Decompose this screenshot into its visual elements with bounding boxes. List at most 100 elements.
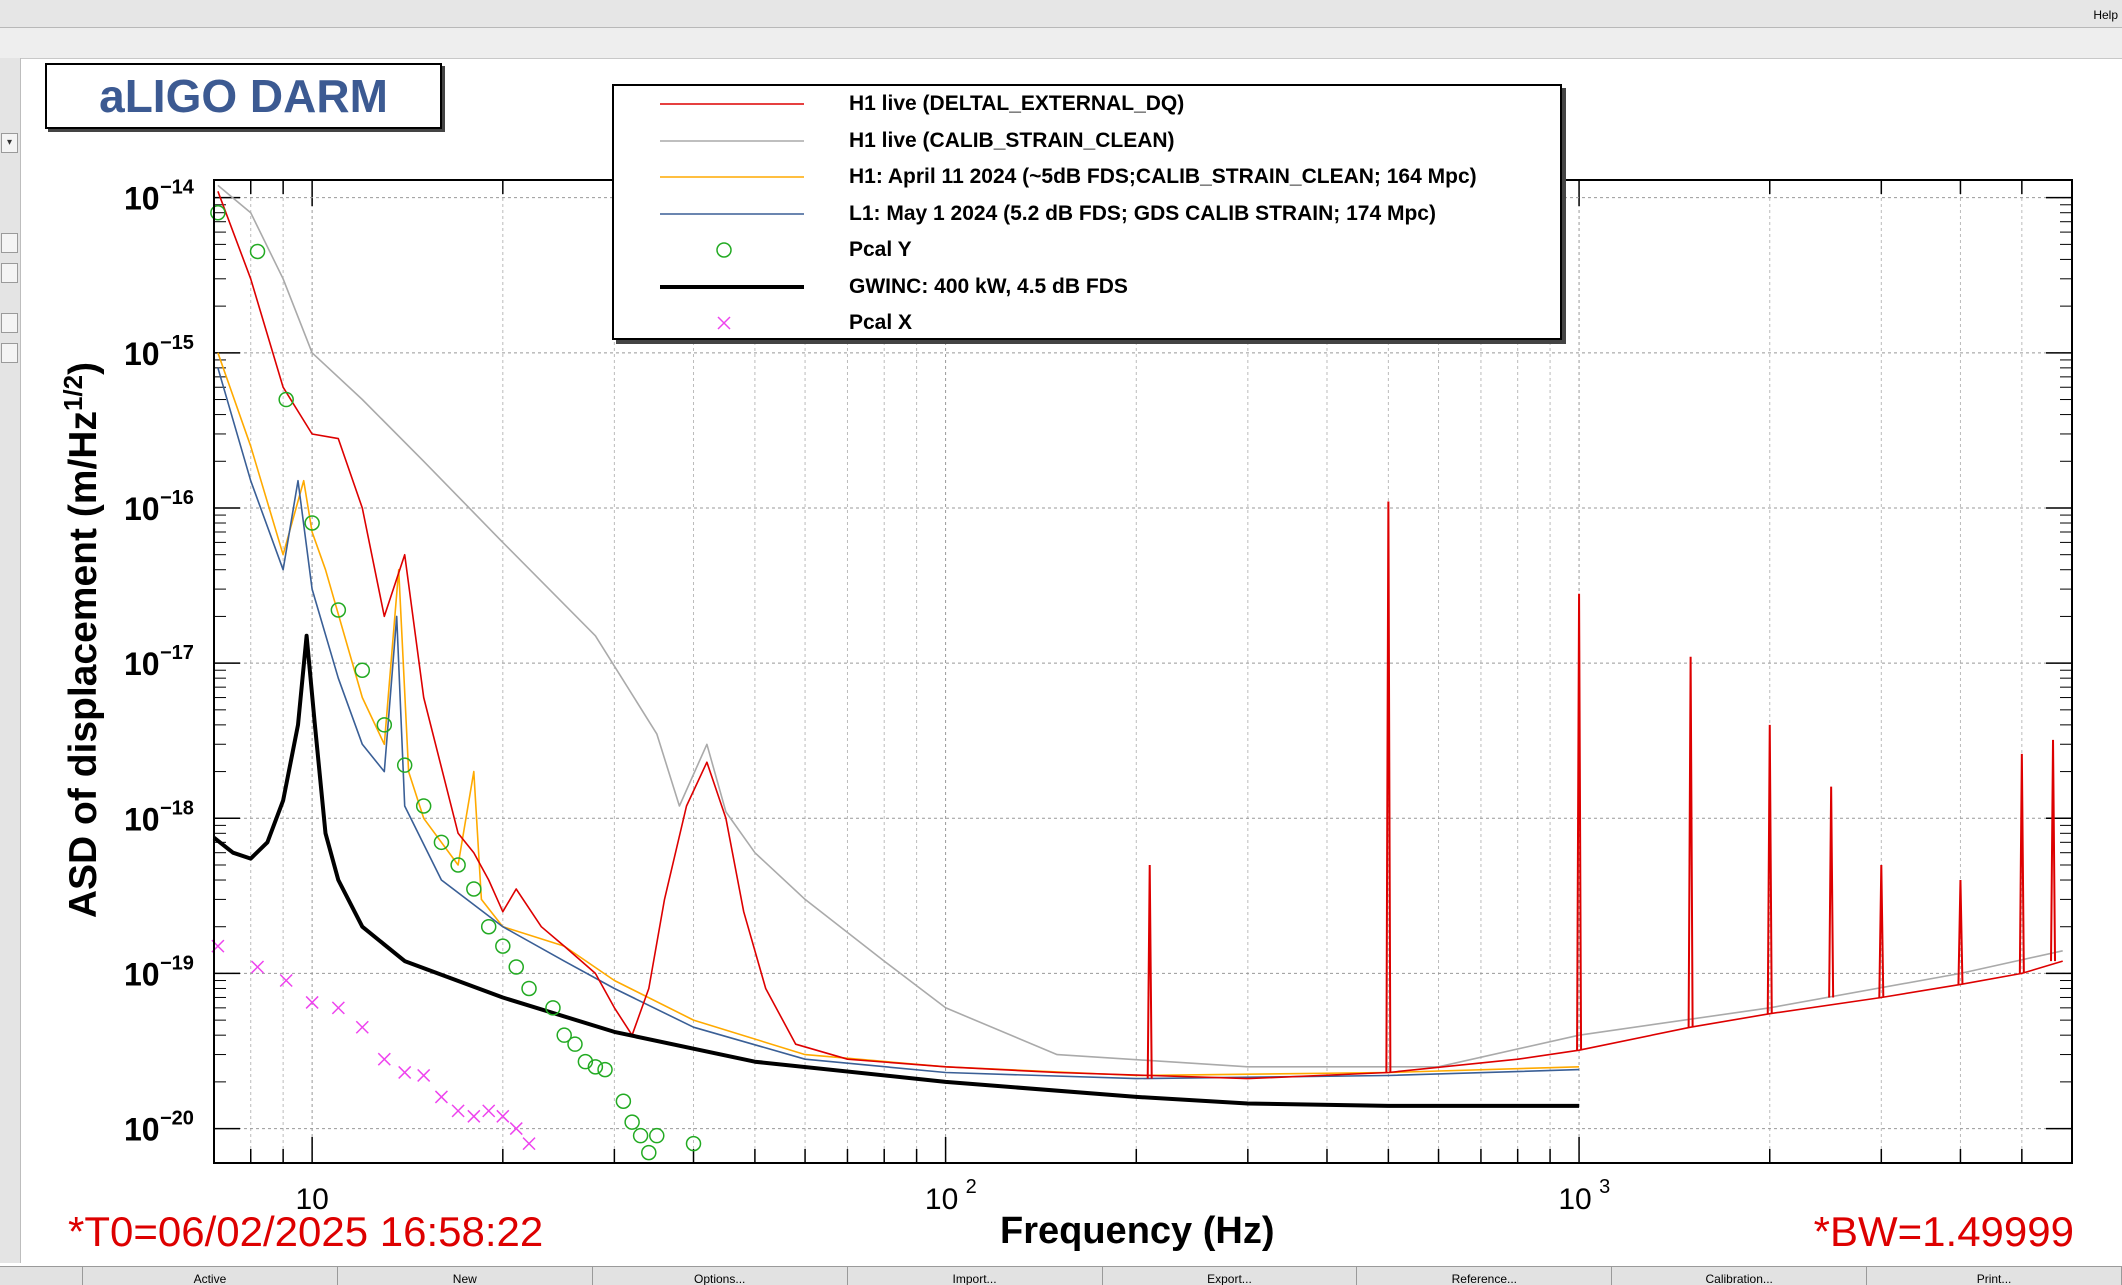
pcal-y-marker xyxy=(641,1144,657,1161)
pcal-y-marker xyxy=(433,834,450,851)
pcal-y-marker xyxy=(354,662,371,678)
pcal-x-marker xyxy=(279,973,293,988)
y-tick-label-exponent: −14 xyxy=(160,177,195,199)
pcal-x-marker xyxy=(496,1109,510,1123)
y-tick-label: 10 xyxy=(124,336,160,372)
panel-control[interactable] xyxy=(1,233,18,253)
bandwidth-label: *BW=1.49999 xyxy=(1813,1208,2074,1255)
spectral-peak xyxy=(1385,501,1392,1073)
legend-swatch xyxy=(660,284,804,289)
pcal-y-marker xyxy=(278,391,294,408)
pcal-x-marker xyxy=(305,995,319,1009)
x-tick-label: 10 xyxy=(1558,1183,1591,1216)
spectral-peak xyxy=(2018,753,2025,974)
legend-entry: H1: April 11 2024 (~5dB FDS;CALIB_STRAIN… xyxy=(614,159,1558,196)
pcal-y-marker xyxy=(480,918,497,935)
panel-control[interactable] xyxy=(1,343,18,363)
tab-spacer xyxy=(0,1267,83,1285)
menu-bar: Help xyxy=(0,0,2122,28)
x-tick-label: 10 xyxy=(295,1183,328,1216)
legend-swatch xyxy=(660,139,804,142)
left-panel: ▾ xyxy=(0,58,21,1263)
x-axis-ticks: 10 10 2 10 3 xyxy=(295,1176,1610,1216)
pcal-x-marker xyxy=(355,1020,369,1034)
spectral-peak xyxy=(1576,593,1583,1051)
legend-label: Pcal Y xyxy=(849,238,912,261)
legend-label: Pcal X xyxy=(849,311,913,334)
tab-calibration[interactable]: Calibration... xyxy=(1612,1267,1868,1285)
pcal-y-marker xyxy=(249,243,266,260)
toolbar-strip xyxy=(0,28,2122,59)
spectral-peak xyxy=(1146,864,1153,1079)
legend-swatch xyxy=(660,176,804,178)
plot-title-box: aLIGO DARM xyxy=(45,63,442,129)
pcal-y-marker xyxy=(615,1093,632,1110)
legend-entry: GWINC: 400 kW, 4.5 dB FDS xyxy=(614,269,1558,306)
pcal-y-marker xyxy=(210,204,226,221)
pcal-y-marker xyxy=(304,515,320,531)
help-menu[interactable]: Help xyxy=(2093,8,2118,22)
pcal-y-marker xyxy=(632,1127,649,1144)
panel-control[interactable] xyxy=(1,263,18,283)
series-line xyxy=(212,633,1580,1108)
tab-print[interactable]: Print... xyxy=(1867,1267,2122,1285)
tab-options[interactable]: Options... xyxy=(593,1267,848,1285)
pcal-y-marker xyxy=(556,1027,572,1043)
legend-cross-marker xyxy=(717,316,731,330)
y-tick-label-exponent: −15 xyxy=(160,332,194,354)
spectral-peak xyxy=(1957,880,1964,985)
x-tick-label: 10 xyxy=(925,1183,958,1216)
pcal-x-marker xyxy=(331,1001,345,1015)
pcal-x-marker xyxy=(451,1104,465,1118)
y-tick-label: 10 xyxy=(124,956,160,992)
pcal-x-marker xyxy=(377,1052,391,1066)
pcal-y-marker xyxy=(567,1036,583,1052)
tab-import[interactable]: Import... xyxy=(848,1267,1103,1285)
tab-active[interactable]: Active xyxy=(83,1267,338,1285)
pcal-y-marker xyxy=(376,717,393,733)
legend-entry: H1 live (CALIB_STRAIN_CLEAN) xyxy=(614,123,1558,160)
legend-label: H1: April 11 2024 (~5dB FDS;CALIB_STRAIN… xyxy=(849,165,1477,188)
panel-control[interactable] xyxy=(1,313,18,333)
y-tick-label-exponent: −19 xyxy=(160,952,194,974)
spectral-peak xyxy=(1828,786,1835,998)
bottom-tab-bar: Active New Options... Import... Export... Ref… xyxy=(0,1266,2122,1285)
dropdown-arrow-icon[interactable]: ▾ xyxy=(1,133,18,153)
pcal-y-marker xyxy=(466,881,482,897)
x-axis-title: Frequency (Hz) xyxy=(1000,1210,1275,1252)
pcal-y-marker xyxy=(521,980,537,997)
pcal-y-marker xyxy=(649,1127,665,1144)
legend-swatch xyxy=(716,242,732,258)
plot-title: aLIGO DARM xyxy=(99,70,388,122)
legend-label: H1 live (DELTAL_EXTERNAL_DQ) xyxy=(849,92,1185,115)
spectral-peak xyxy=(1878,864,1885,998)
y-tick-label-exponent: −20 xyxy=(160,1108,194,1130)
pcal-x-marker xyxy=(467,1109,481,1123)
series-line xyxy=(217,367,1580,1080)
pcal-y-marker xyxy=(597,1061,613,1078)
legend-circle-marker xyxy=(716,242,732,258)
series-line xyxy=(217,184,2063,1068)
y-axis-title: ASD of displacement (m/Hz1/2) xyxy=(58,361,105,919)
legend-entry: H1 live (DELTAL_EXTERNAL_DQ) xyxy=(614,86,1558,123)
x-tick-label-exponent: 3 xyxy=(1599,1176,1610,1198)
tab-reference[interactable]: Reference... xyxy=(1357,1267,1613,1285)
pcal-y-marker xyxy=(624,1114,640,1130)
legend-label: GWINC: 400 kW, 4.5 dB FDS xyxy=(849,274,1128,298)
y-tick-label: 10 xyxy=(124,646,160,682)
tab-export[interactable]: Export... xyxy=(1103,1267,1358,1285)
pcal-y-marker xyxy=(545,1000,561,1016)
pcal-y-marker xyxy=(450,857,466,873)
legend: H1 live (DELTAL_EXTERNAL_DQ) H1 live (CAL… xyxy=(612,84,1562,340)
pcal-x-marker xyxy=(250,960,265,974)
pcal-y-marker xyxy=(587,1059,604,1075)
legend-swatch xyxy=(717,316,731,330)
tab-new[interactable]: New xyxy=(338,1267,593,1285)
pcal-x-marker xyxy=(434,1090,448,1104)
spectral-peak xyxy=(2050,739,2057,962)
spectral-peak xyxy=(1687,656,1694,1028)
start-time-label: *T0=06/02/2025 16:58:22 xyxy=(68,1208,544,1255)
pcal-x-marker xyxy=(522,1137,536,1151)
